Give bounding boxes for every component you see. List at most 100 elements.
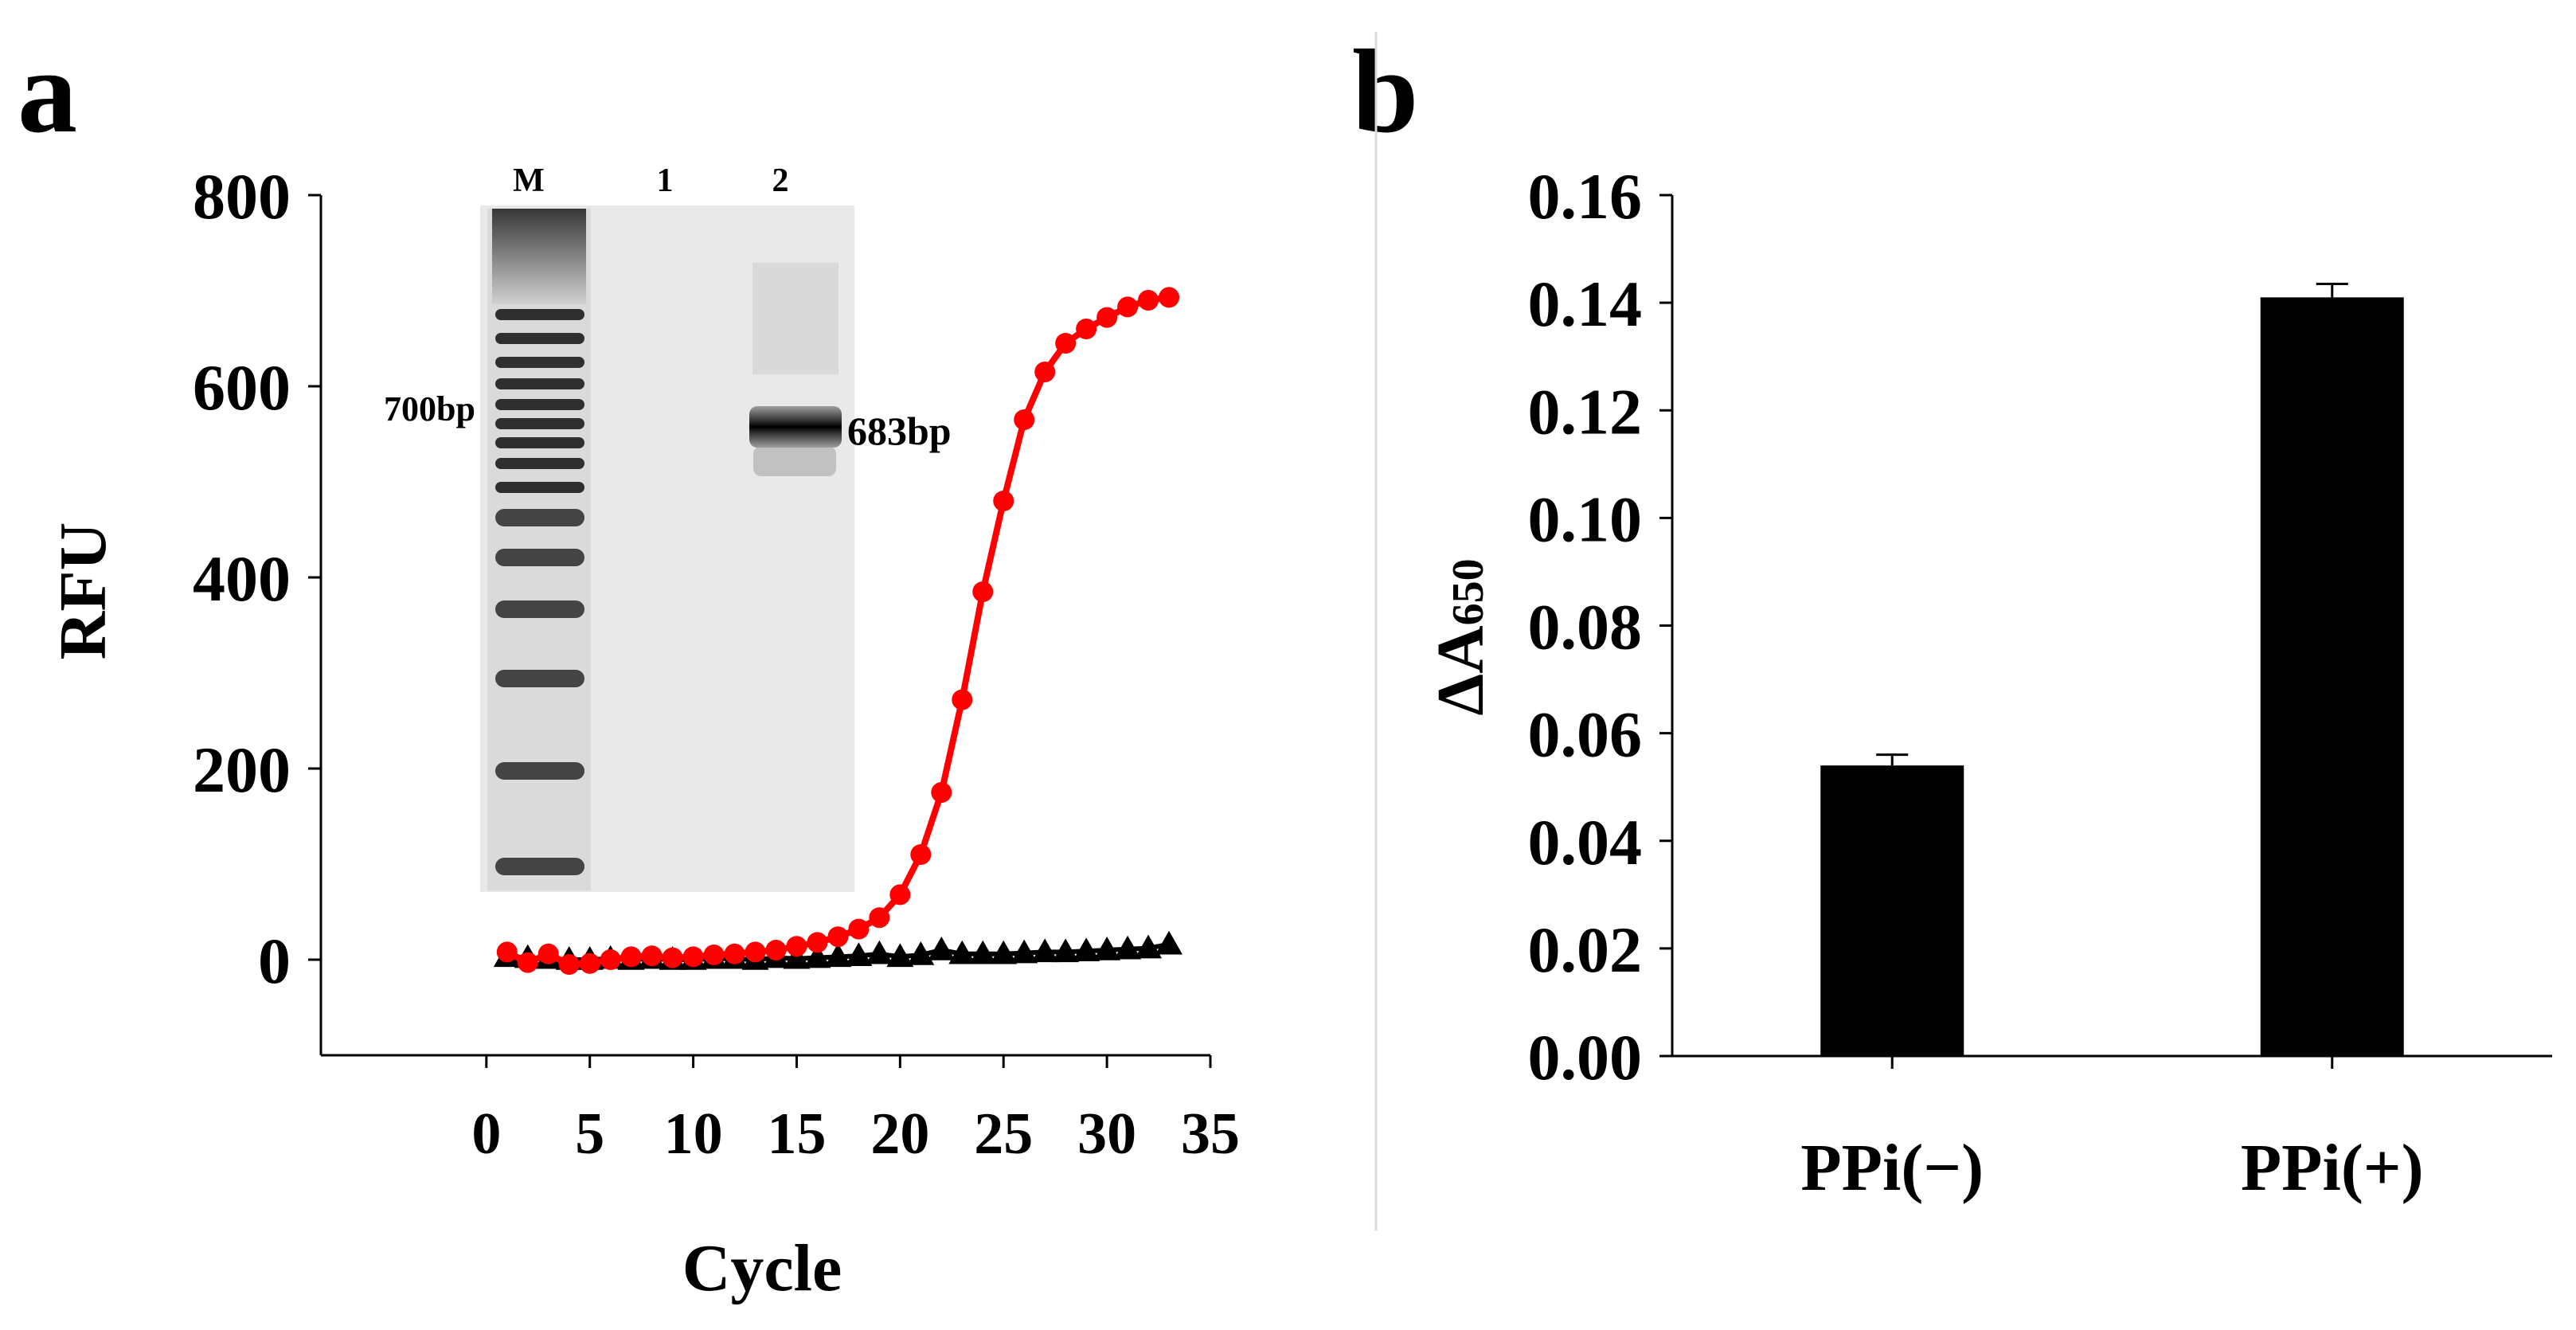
gel-ladder-band <box>495 458 584 469</box>
gel-inset: M 1 2 700bp 683bp <box>384 162 952 892</box>
gel-ladder-band <box>495 670 584 687</box>
panel-b-y-label-main: ΔA <box>1424 625 1498 716</box>
series-black-point <box>990 940 1018 964</box>
series-red-point <box>952 689 973 710</box>
series-black-point <box>928 937 956 960</box>
series-red-point <box>558 954 580 975</box>
series-black-point <box>886 943 914 968</box>
series-red-point <box>620 946 642 968</box>
panel-a-x-tick-label: 35 <box>1181 1101 1240 1167</box>
series-red-point <box>1138 290 1159 311</box>
series-red-point <box>1096 307 1118 328</box>
panel-a-x-tick-label: 0 <box>471 1101 501 1167</box>
gel-ladder-band <box>495 399 584 410</box>
series-black-point <box>948 940 976 964</box>
series-black-point <box>845 942 873 966</box>
series-red-point <box>496 941 518 963</box>
gel-marker-top-smear <box>492 209 586 304</box>
panel-a-y-tick-label: 400 <box>193 542 291 615</box>
panel-b-y-label-sub: 650 <box>1444 558 1493 625</box>
panel-b-y-tick-label: 0.00 <box>1528 1021 1643 1093</box>
panel-a-x-tick-label: 20 <box>870 1101 929 1167</box>
series-black-point <box>969 940 997 964</box>
gel-ladder-band <box>495 482 584 493</box>
panel-b-y-tick-label: 0.06 <box>1528 698 1643 771</box>
series-black-point <box>907 941 935 965</box>
series-black-point <box>1114 935 1142 960</box>
series-red-point <box>889 884 911 906</box>
gel-ladder-band <box>495 549 584 566</box>
series-red-point <box>910 844 932 865</box>
panel-b-y-tick-label: 0.10 <box>1528 483 1643 555</box>
series-red-point <box>1076 319 1097 339</box>
series-red-point <box>972 581 994 602</box>
gel-lane-label-m: M <box>513 162 545 199</box>
series-black-point <box>1155 930 1183 955</box>
panel-a-x-tick-label: 15 <box>767 1101 826 1167</box>
series-red-point <box>600 949 621 970</box>
panel-b-category-label: PPi(−) <box>1800 1131 1984 1205</box>
gel-marker-label: 700bp <box>384 389 475 428</box>
series-red-point <box>807 932 828 953</box>
series-red-point <box>662 947 683 968</box>
series-black-point <box>1052 938 1080 963</box>
panel-b-y-tick-label: 0.16 <box>1528 160 1643 233</box>
panel-b-y-tick-label: 0.08 <box>1528 591 1643 663</box>
panel-b-y-tick-label: 0.02 <box>1528 913 1643 986</box>
series-red-point <box>682 946 704 968</box>
panel-a-chart: M 1 2 700bp 683bp 0 200 400 600 800 0 5 10 15 20 2… <box>46 160 1240 1305</box>
series-red-point <box>1117 296 1139 318</box>
series-red-point <box>579 953 600 974</box>
panel-b-y-tick-label: 0.04 <box>1528 806 1643 878</box>
bar <box>1820 765 1964 1056</box>
panel-a-label: a <box>18 25 77 158</box>
panel-b-axes: 0.00 0.02 0.04 0.06 0.08 0.10 0.12 0.14 0.16 PPi(… <box>1528 160 2552 1205</box>
series-red-point <box>1034 362 1056 382</box>
gel-ladder-band <box>495 600 584 618</box>
gel-ladder-band <box>495 357 584 368</box>
series-red-point <box>1014 409 1035 430</box>
series-red <box>496 287 1180 975</box>
series-black-point <box>824 943 852 968</box>
series-black-point <box>803 944 831 968</box>
panel-a-x-label: Cycle <box>682 1231 842 1305</box>
series-black-point <box>1031 938 1059 963</box>
gel-ladder-band <box>495 509 584 526</box>
gel-ladder-band <box>495 333 584 344</box>
gel-ladder-band <box>495 858 584 875</box>
series-black-point <box>1093 937 1121 960</box>
series-red-point <box>724 943 745 964</box>
series-black-point <box>1135 934 1163 959</box>
series-black-point <box>1073 937 1100 961</box>
panel-a-y-label: RFU <box>46 522 120 660</box>
panel-a-y-tick-label: 0 <box>258 925 291 997</box>
gel-band-shadow <box>753 446 836 476</box>
gel-ladder-band <box>495 418 584 429</box>
bar <box>2260 297 2404 1056</box>
gel-ladder-band <box>495 437 584 448</box>
series-black-point <box>783 945 811 969</box>
panel-b-label: b <box>1352 25 1418 158</box>
series-red-point <box>786 936 807 957</box>
gel-ladder <box>495 309 584 875</box>
series-red-point <box>1159 287 1180 308</box>
gel-ladder-band <box>495 762 584 780</box>
series-red-point <box>765 940 787 960</box>
gel-band-label: 683bp <box>847 409 952 453</box>
panel-a-y-tick-label: 800 <box>193 160 291 233</box>
series-red-point <box>745 941 766 963</box>
series-red-point <box>827 926 849 948</box>
panel-b-category-label: PPi(+) <box>2241 1131 2424 1205</box>
series-red-point <box>703 945 725 965</box>
panel-b-chart: 0.00 0.02 0.04 0.06 0.08 0.10 0.12 0.14 0.16 PPi(… <box>1424 160 2552 1205</box>
series-red-point <box>848 918 870 940</box>
panel-a-x-tick-label: 5 <box>575 1101 604 1167</box>
series-black-point <box>866 940 893 964</box>
panel-b-y-tick-label: 0.14 <box>1528 268 1643 340</box>
panel-a-y-tick-label: 200 <box>193 733 291 806</box>
series-black-point <box>1010 939 1038 964</box>
series-red-point <box>517 952 538 973</box>
series-red-point <box>869 907 890 929</box>
panel-a-x-tick-label: 10 <box>664 1101 723 1167</box>
